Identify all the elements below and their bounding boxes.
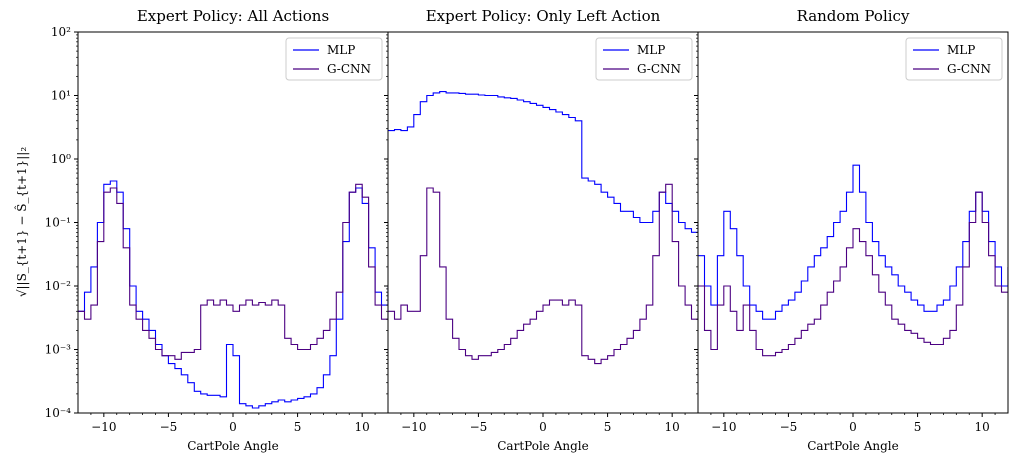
legend-label-g-cnn: G-CNN bbox=[327, 62, 371, 76]
panels: Expert Policy: All Actions −10 −5 0 5 10 CartP… bbox=[45, 7, 1009, 453]
x-axis-label: CartPole Angle bbox=[187, 439, 278, 453]
series-line-g-cnn bbox=[78, 183, 388, 360]
y-tick-label: 10⁻⁴ bbox=[45, 406, 72, 420]
series-line-mlp bbox=[698, 164, 1008, 320]
x-tick-label: 0 bbox=[849, 420, 857, 434]
x-axis-label: CartPole Angle bbox=[807, 439, 898, 453]
x-tick-label: 0 bbox=[539, 420, 547, 434]
y-tick-label: 10¹ bbox=[51, 89, 71, 103]
series-line-g-cnn bbox=[388, 183, 698, 365]
series-line-mlp bbox=[78, 180, 388, 409]
panel-title: Expert Policy: All Actions bbox=[137, 7, 329, 25]
x-axis-label: CartPole Angle bbox=[497, 439, 588, 453]
panel-1: Expert Policy: All Actions −10 −5 0 5 10 CartP… bbox=[45, 7, 389, 453]
y-tick-label: 10⁻¹ bbox=[45, 216, 71, 230]
x-tick-label: 5 bbox=[294, 420, 302, 434]
x-tick-label: 10 bbox=[975, 420, 990, 434]
x-tick-label: −10 bbox=[711, 420, 736, 434]
panel-title: Expert Policy: Only Left Action bbox=[426, 7, 661, 25]
legend-label-mlp: MLP bbox=[637, 43, 665, 57]
legend: MLP G-CNN bbox=[285, 37, 383, 81]
y-tick-label: 10⁻³ bbox=[45, 343, 72, 357]
x-tick-label: −10 bbox=[401, 420, 426, 434]
y-tick-label: 10⁻² bbox=[45, 279, 72, 293]
legend-label-g-cnn: G-CNN bbox=[637, 62, 681, 76]
y-tick-label: 10⁰ bbox=[51, 152, 71, 166]
legend-label-mlp: MLP bbox=[327, 43, 355, 57]
plot-frame bbox=[697, 31, 1009, 414]
panel-title: Random Policy bbox=[797, 7, 910, 25]
x-tick-label: 10 bbox=[355, 420, 370, 434]
y-axis-label: √||S_{t+1} − Ŝ_{t+1}||₂ bbox=[13, 147, 29, 298]
legend: MLP G-CNN bbox=[905, 37, 1003, 81]
x-tick-label: 5 bbox=[604, 420, 612, 434]
x-tick-label: −5 bbox=[780, 420, 798, 434]
legend-label-mlp: MLP bbox=[947, 43, 975, 57]
panel-3: Random Policy −10 −5 0 5 10 CartPole Angle MLP G… bbox=[694, 7, 1009, 453]
legend: MLP G-CNN bbox=[595, 37, 693, 81]
x-tick-label: 10 bbox=[665, 420, 680, 434]
series-line-g-cnn bbox=[698, 191, 1008, 357]
legend-label-g-cnn: G-CNN bbox=[947, 62, 991, 76]
y-tick-label: 10² bbox=[51, 25, 71, 39]
x-tick-label: −5 bbox=[160, 420, 178, 434]
x-tick-label: 5 bbox=[914, 420, 922, 434]
series-line-mlp bbox=[388, 91, 698, 233]
x-tick-label: 0 bbox=[229, 420, 237, 434]
x-tick-label: −5 bbox=[470, 420, 488, 434]
x-tick-label: −10 bbox=[91, 420, 116, 434]
panel-2: Expert Policy: Only Left Action −10 −5 0 5 10… bbox=[384, 7, 699, 453]
